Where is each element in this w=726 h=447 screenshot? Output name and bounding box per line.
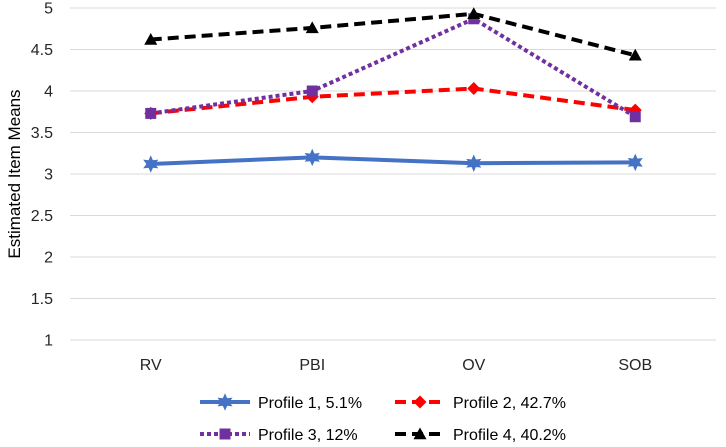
- legend-item: Profile 1, 5.1%: [200, 393, 362, 412]
- series-4: [144, 7, 642, 61]
- x-tick-label: OV: [462, 357, 485, 374]
- legend-marker: [219, 428, 231, 440]
- data-point: [144, 33, 158, 45]
- y-tick-labels: 1 1.5 2 2.5 3 3.5 4 4.5 5: [31, 1, 53, 350]
- legend-label: Profile 1, 5.1%: [258, 395, 362, 412]
- y-axis-title: Estimated Item Means: [5, 89, 24, 258]
- y-tick-label: 2.5: [31, 208, 53, 225]
- legend: Profile 1, 5.1% Profile 2, 42.7% Profile 3…: [200, 393, 566, 444]
- legend-item: Profile 2, 42.7%: [395, 395, 566, 412]
- data-point: [304, 148, 320, 167]
- series-lines: [143, 7, 643, 173]
- y-tick-label: 4: [44, 84, 53, 101]
- x-tick-labels: RV PBI OV SOB: [140, 357, 652, 374]
- legend-label: Profile 4, 40.2%: [453, 427, 566, 444]
- data-point: [305, 21, 319, 34]
- data-point: [467, 7, 481, 20]
- legend-label: Profile 3, 12%: [258, 427, 358, 444]
- legend-label: Profile 2, 42.7%: [453, 395, 566, 412]
- legend-marker: [413, 427, 427, 440]
- y-tick-label: 3: [44, 167, 53, 184]
- data-point: [628, 48, 642, 61]
- series-line: [150, 16, 637, 119]
- data-point: [627, 153, 643, 172]
- y-tick-label: 5: [44, 1, 53, 18]
- y-tick-label: 3.5: [31, 125, 53, 142]
- y-tick-label: 1.5: [31, 291, 53, 308]
- gridlines: [70, 7, 716, 341]
- x-tick-label: SOB: [618, 357, 652, 374]
- legend-marker: [413, 395, 427, 409]
- data-point: [467, 82, 481, 96]
- x-tick-label: PBI: [299, 357, 325, 374]
- data-point: [306, 85, 318, 97]
- data-point: [143, 155, 159, 173]
- series-1: [143, 148, 643, 173]
- y-tick-label: 4.5: [31, 42, 53, 59]
- legend-item: Profile 3, 12%: [200, 427, 358, 444]
- x-tick-label: RV: [140, 357, 162, 374]
- data-point: [629, 111, 641, 123]
- legend-marker: [217, 393, 233, 411]
- series-line: [150, 155, 636, 167]
- series-line: [150, 11, 636, 58]
- y-tick-label: 1: [44, 333, 53, 350]
- series-line: [150, 86, 636, 116]
- y-tick-label: 2: [44, 250, 53, 267]
- data-point: [466, 154, 482, 172]
- data-point: [145, 107, 157, 119]
- legend-item: Profile 4, 40.2%: [395, 427, 566, 444]
